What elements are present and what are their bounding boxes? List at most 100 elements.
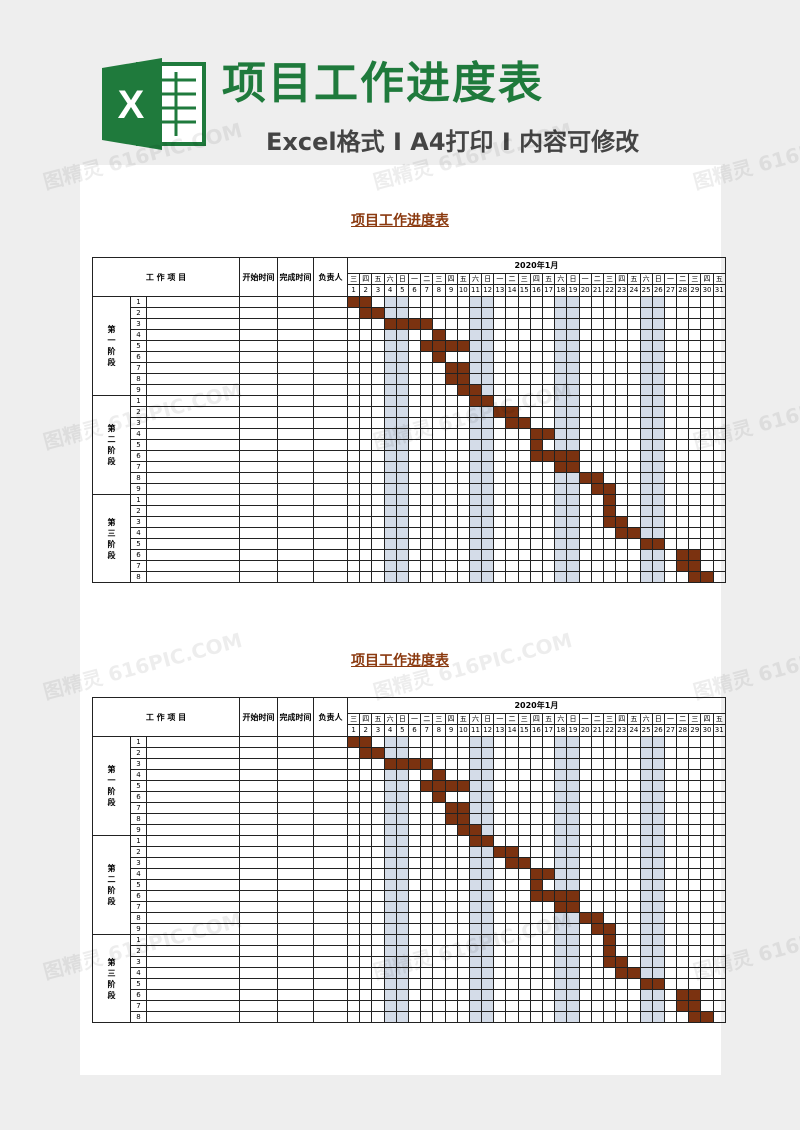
day-slot [554,560,568,572]
day-slot [615,439,629,451]
day-slot [383,912,397,924]
owner-cell [313,758,348,770]
day-slot [639,868,653,880]
day-slot [407,868,422,880]
owner-cell [313,769,348,781]
day-slot [407,472,422,484]
day-slot [529,461,544,473]
sheet-title: 项目工作进度表 [351,213,449,229]
end-cell [277,967,314,979]
item-cell [146,747,240,759]
day-slot [651,483,665,495]
day-slot [468,769,483,781]
day-slot [529,835,544,847]
day-slot [468,538,483,550]
day-slot [346,538,361,550]
day-slot [639,736,653,748]
day-slot [493,769,507,781]
day-slot [602,406,617,418]
day-slot [395,835,409,847]
day-slot [615,868,629,880]
day-slot [554,494,568,506]
day-slot [578,351,592,363]
day-slot [663,857,678,869]
day-slot [359,527,373,539]
day-slot [420,384,434,396]
day-slot [468,450,483,462]
day-slot [517,978,531,990]
weekday-cell: 五 [627,272,641,286]
day-slot [663,824,678,836]
day-slot [468,989,483,1001]
day-slot [676,329,690,341]
day-slot [688,329,702,341]
row-number: 3 [130,516,147,528]
owner-cell [313,780,348,792]
table-row: 6 [93,890,726,902]
day-slot [432,802,446,814]
day-slot [517,494,531,506]
end-cell [277,956,314,968]
day-slot [505,505,519,517]
day-slot [541,417,556,429]
column-header-start: 开始时间 [239,697,278,737]
day-slot [663,1011,678,1023]
day-slot [505,835,519,847]
day-slot [529,945,544,957]
day-slot [541,527,556,539]
day-slot [676,945,690,957]
day-slot [590,428,604,440]
gantt-bar-cell [541,890,556,902]
day-cell: 8 [432,284,446,297]
day-slot [541,472,556,484]
day-slot [468,296,483,308]
day-slot [407,780,422,792]
day-slot [407,890,422,902]
day-slot [627,835,641,847]
day-slot [639,747,653,759]
end-cell [277,813,314,825]
day-slot [663,802,678,814]
day-slot [407,395,422,407]
item-cell [146,527,240,539]
day-slot [578,505,592,517]
day-cell: 21 [590,284,604,297]
day-slot [444,1011,458,1023]
day-slot [517,560,531,572]
item-cell [146,736,240,748]
day-slot [651,934,665,946]
day-slot [712,901,726,913]
day-slot [627,824,641,836]
day-slot [493,780,507,792]
day-slot [700,527,714,539]
day-slot [407,824,422,836]
weekday-cell: 日 [481,712,495,726]
day-slot [541,758,556,770]
day-slot [346,461,361,473]
day-slot [627,362,641,374]
day-slot [663,307,678,319]
day-slot [468,1000,483,1012]
day-slot [676,516,690,528]
day-slot [566,571,580,583]
day-slot [407,1000,422,1012]
day-slot [529,1000,544,1012]
gantt-bar-cell [602,505,617,517]
day-slot [541,318,556,330]
day-slot [700,769,714,781]
weekday-cell: 二 [505,272,519,286]
gantt-bar-cell [444,373,458,385]
weekday-cell: 三 [432,712,446,726]
day-slot [432,527,446,539]
day-slot [346,758,361,770]
day-slot [359,824,373,836]
day-slot [420,912,434,924]
day-slot [700,307,714,319]
day-slot [712,527,726,539]
day-slot [432,868,446,880]
stage-label: 第二阶段 [92,835,131,935]
day-slot [615,769,629,781]
day-slot [651,923,665,935]
day-slot [602,417,617,429]
